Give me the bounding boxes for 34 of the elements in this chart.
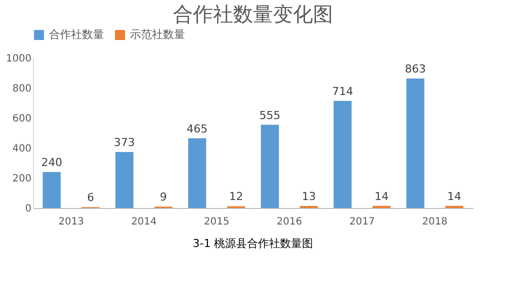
bar	[188, 138, 206, 208]
x-tick-label: 2016	[276, 216, 302, 228]
bar	[115, 152, 134, 208]
data-label: 12	[229, 190, 244, 204]
data-label: 240	[41, 156, 62, 169]
y-tick-label: 400	[12, 144, 32, 154]
legend-label: 合作社数量	[49, 28, 104, 41]
text: 3-1 桃源县合作社数量图	[192, 237, 314, 250]
data-label: 465	[186, 122, 208, 136]
bar	[260, 124, 279, 208]
data-label: 555	[259, 108, 280, 122]
x-tick-label: 2017	[349, 216, 375, 228]
bar	[334, 100, 352, 208]
y-tick-label: 200	[12, 174, 32, 184]
x-tick-label: 2015	[204, 216, 230, 228]
data-label: 6	[87, 191, 94, 204]
chart-title: 合作社数量变化图	[173, 2, 333, 26]
bar	[42, 172, 61, 208]
data-label: 9	[160, 190, 167, 204]
y-tick-label: 1000	[6, 54, 32, 64]
legend-label: 示范社数量	[130, 28, 185, 41]
x-tick-label: 2018	[422, 216, 448, 228]
y-tick-label: 600	[12, 114, 32, 124]
x-tick-label: 2013	[58, 216, 84, 228]
data-label: 14	[447, 190, 462, 203]
data-label: 14	[374, 190, 389, 203]
bar	[406, 78, 424, 208]
data-label: 373	[114, 136, 135, 150]
y-tick-label: 800	[12, 84, 32, 94]
y-tick-label: 0	[25, 204, 32, 214]
data-label: 714	[332, 84, 354, 98]
x-tick-label: 2014	[131, 216, 157, 228]
data-label: 13	[302, 190, 316, 204]
data-label: 863	[404, 62, 426, 76]
